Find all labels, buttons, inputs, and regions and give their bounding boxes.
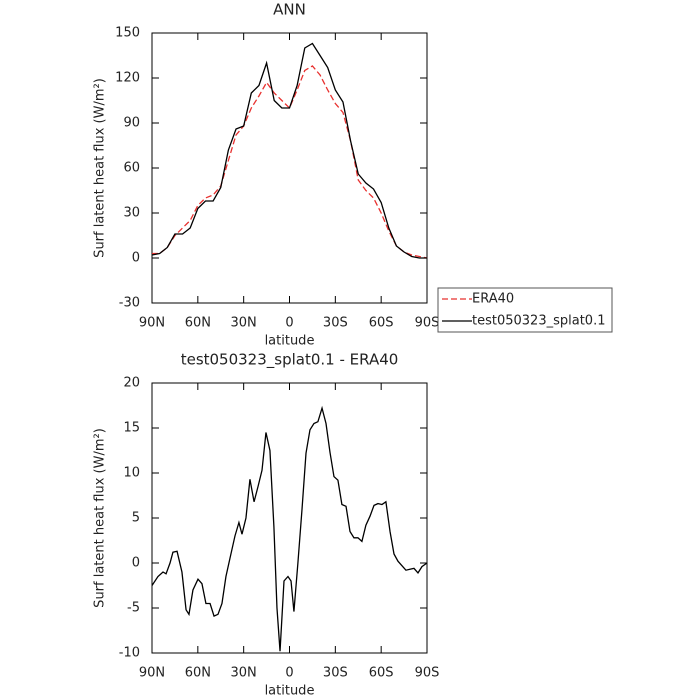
y-tick-label: 0: [132, 556, 140, 571]
chart-title: test050323_splat0.1 - ERA40: [181, 351, 399, 370]
x-tick-label: 90N: [139, 666, 165, 681]
y-tick-label: -5: [127, 601, 140, 616]
x-tick-label: 60N: [185, 316, 211, 331]
x-tick-label: 30N: [231, 316, 257, 331]
x-tick-label: 90S: [415, 666, 440, 681]
y-tick-label: 0: [132, 251, 140, 266]
y-tick-label: 20: [123, 376, 140, 391]
x-tick-label: 30S: [323, 316, 348, 331]
x-tick-label: 0: [285, 316, 293, 331]
x-axis-label: latitude: [265, 334, 315, 349]
x-tick-label: 0: [285, 666, 293, 681]
y-axis-label: Surf latent heat flux (W/m²): [93, 78, 108, 258]
x-tick-label: 90S: [415, 316, 440, 331]
legend-label: ERA40: [472, 292, 514, 307]
x-axis-label: latitude: [265, 684, 315, 699]
y-tick-label: 150: [115, 26, 140, 41]
x-tick-label: 60N: [185, 666, 211, 681]
legend-box: [437, 287, 613, 333]
y-tick-label: 90: [123, 116, 140, 131]
y-tick-label: 120: [115, 71, 140, 86]
x-tick-label: 60S: [369, 316, 394, 331]
y-tick-label: -10: [119, 646, 140, 661]
x-tick-label: 30N: [231, 666, 257, 681]
data-line: [151, 405, 428, 652]
data-line: [152, 65, 428, 259]
data-line: [151, 42, 427, 259]
x-tick-label: 90N: [139, 316, 165, 331]
y-tick-label: 15: [123, 421, 140, 436]
y-axis-label: Surf latent heat flux (W/m²): [93, 428, 108, 608]
y-tick-label: 10: [123, 466, 140, 481]
x-tick-label: 30S: [323, 666, 348, 681]
plot-frame: [151, 382, 428, 654]
legend-label: test050323_splat0.1: [472, 314, 605, 329]
y-tick-label: 5: [132, 511, 140, 526]
chart-title: ANN: [273, 1, 306, 19]
y-tick-label: -30: [119, 296, 140, 311]
plot-frame: [151, 32, 428, 304]
y-tick-label: 60: [123, 161, 140, 176]
y-tick-label: 30: [123, 206, 140, 221]
x-tick-label: 60S: [369, 666, 394, 681]
